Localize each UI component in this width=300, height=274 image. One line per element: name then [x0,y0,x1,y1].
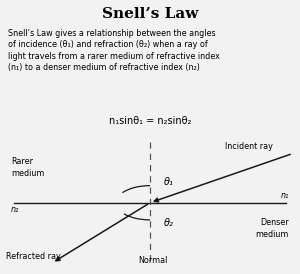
Text: θ₂: θ₂ [164,218,173,228]
Text: n₁: n₁ [280,192,289,200]
Text: Rarer
medium: Rarer medium [11,157,44,178]
Text: Snell’s Law gives a relationship between the angles
of incidence (θ₁) and refrac: Snell’s Law gives a relationship between… [8,29,219,72]
Text: Incident ray: Incident ray [225,142,273,151]
Text: n₂: n₂ [11,205,20,214]
Text: n₁sinθ₁ = n₂sinθ₂: n₁sinθ₁ = n₂sinθ₂ [109,116,191,126]
Text: θ₁: θ₁ [164,177,173,187]
Text: Normal: Normal [138,256,167,265]
Text: Refracted ray: Refracted ray [6,252,61,261]
Text: Denser
medium: Denser medium [256,218,289,239]
Text: Snell’s Law: Snell’s Law [102,7,198,21]
